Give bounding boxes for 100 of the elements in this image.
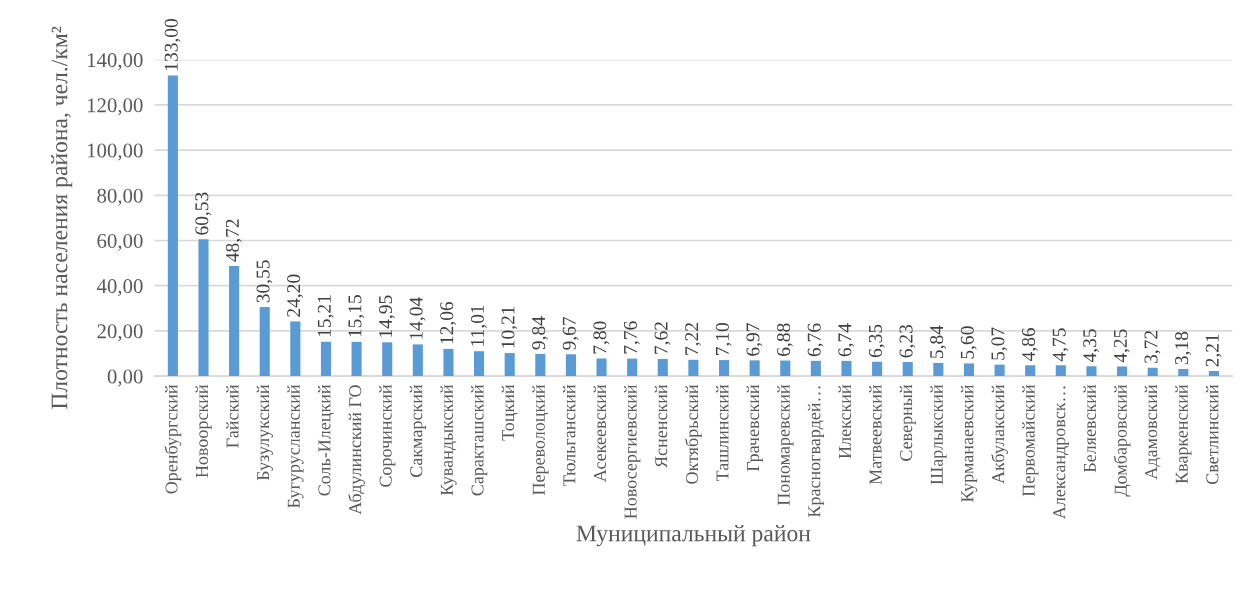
bar	[1208, 371, 1219, 377]
y-tick-label: 140,00	[87, 53, 143, 71]
data-label: 6,74	[838, 323, 855, 357]
bar	[1086, 366, 1097, 377]
x-tick-label: Саракташский	[471, 384, 488, 496]
x-tick-label: Ташлинский	[716, 384, 729, 482]
bar	[1178, 368, 1189, 377]
x-tick-label: Беляевский	[1083, 384, 1096, 473]
x-tick-label: Оренбургский	[164, 384, 182, 494]
bar	[382, 342, 393, 377]
data-label: 15,15	[348, 295, 365, 337]
bar	[810, 360, 821, 377]
data-label: 6,76	[807, 323, 824, 357]
data-label: 6,35	[868, 324, 885, 358]
x-tick-label: Светлинский	[1205, 384, 1219, 485]
y-axis-title: Плотность населения района, чел./км²	[51, 26, 73, 409]
data-label: 4,25	[1113, 329, 1130, 363]
bar	[198, 239, 209, 377]
x-tick-label: Абдулинский ГО	[348, 385, 365, 515]
data-label: 12,06	[440, 301, 457, 344]
data-label: 5,84	[930, 325, 947, 358]
data-label: 133,00	[164, 18, 181, 71]
y-tick-label: 40,00	[96, 279, 143, 297]
bar	[1025, 365, 1036, 377]
bar	[657, 358, 668, 377]
bar	[749, 360, 760, 377]
data-label: 6,97	[746, 323, 763, 356]
data-label: 14,95	[379, 295, 395, 337]
y-tick-label: 120,00	[87, 98, 143, 116]
bar	[412, 344, 423, 377]
x-tick-label: Шарлыкский	[930, 384, 947, 485]
data-label: 2,21	[1205, 334, 1222, 367]
y-tick-label: 60,00	[97, 233, 143, 251]
bar	[780, 360, 791, 377]
bar	[474, 351, 485, 377]
x-tick-label: Красногвардей…	[807, 386, 825, 518]
bar	[1055, 365, 1066, 377]
bar	[351, 341, 362, 377]
x-tick-label: Октябрьский	[685, 384, 702, 484]
x-tick-label: Соль-Илецкий	[317, 384, 334, 496]
data-label: 7,80	[593, 321, 610, 354]
x-tick-label: Кваркенский	[1175, 384, 1192, 484]
data-label: 4,86	[1021, 327, 1038, 361]
bar	[290, 321, 301, 377]
bar	[229, 266, 240, 377]
bar	[627, 358, 638, 377]
data-label: 3,72	[1144, 330, 1161, 363]
x-tick-label: Новоорский	[195, 384, 212, 478]
data-label: 6,88	[777, 323, 793, 356]
bar	[872, 361, 883, 377]
x-tick-label: Акбулакский	[991, 384, 1008, 484]
data-label: 10,21	[501, 306, 518, 348]
bar	[320, 341, 332, 377]
x-tick-label: Александровск…	[1053, 386, 1070, 520]
data-label: 14,04	[409, 297, 426, 339]
x-tick-label: Домбаровский	[1113, 384, 1131, 497]
x-tick-label: Грачевский	[746, 384, 763, 472]
x-tick-label: Сорочинский	[379, 384, 396, 487]
bar	[841, 360, 852, 377]
x-tick-label: Северный	[899, 384, 916, 461]
data-label: 11,01	[470, 305, 487, 346]
x-tick-label: Илекский	[838, 384, 852, 459]
x-tick-label: Переволоцкий	[532, 384, 549, 496]
data-label: 6,23	[899, 324, 916, 358]
bar	[1147, 367, 1158, 377]
data-label: 4,75	[1052, 328, 1069, 362]
data-label: 7,62	[654, 322, 671, 354]
y-tick-label: 100,00	[87, 143, 143, 161]
data-label: 9,84	[532, 316, 548, 350]
x-tick-label: Тоцкий	[501, 384, 518, 441]
data-label: 5,07	[991, 327, 1008, 360]
bar	[688, 359, 699, 377]
bar	[167, 75, 178, 377]
bar	[1117, 366, 1128, 377]
bar	[259, 307, 270, 377]
x-tick-label: Матвеевский	[869, 384, 882, 485]
y-tick-label: 20,00	[97, 324, 143, 342]
x-axis-title: Муниципальный район	[576, 525, 811, 547]
bar	[504, 353, 515, 377]
x-tick-label: Сакмарский	[409, 384, 427, 477]
x-tick-label: Курманаевский	[960, 384, 978, 502]
bar	[596, 358, 607, 377]
data-label: 24,20	[287, 274, 304, 317]
data-label: 9,67	[562, 316, 579, 350]
x-tick-label: Адамовский	[1144, 384, 1161, 480]
data-label: 7,76	[623, 321, 640, 354]
x-tick-label: Кувандыкский	[440, 384, 457, 496]
x-tick-label: Пономаревский	[777, 384, 794, 506]
bar	[933, 362, 944, 377]
data-label: 48,72	[225, 219, 242, 262]
bar	[443, 348, 454, 377]
x-tick-label: Тюльганский	[562, 384, 576, 486]
data-label: 15,21	[317, 295, 334, 337]
bar	[565, 354, 576, 377]
data-label: 5,60	[960, 326, 977, 359]
bar	[994, 364, 1005, 377]
data-label: 3,18	[1175, 331, 1191, 365]
x-tick-label: Первомайский	[1022, 384, 1039, 497]
x-tick-label: Гайский	[226, 384, 239, 448]
x-tick-label: Асекеевский	[593, 384, 607, 482]
